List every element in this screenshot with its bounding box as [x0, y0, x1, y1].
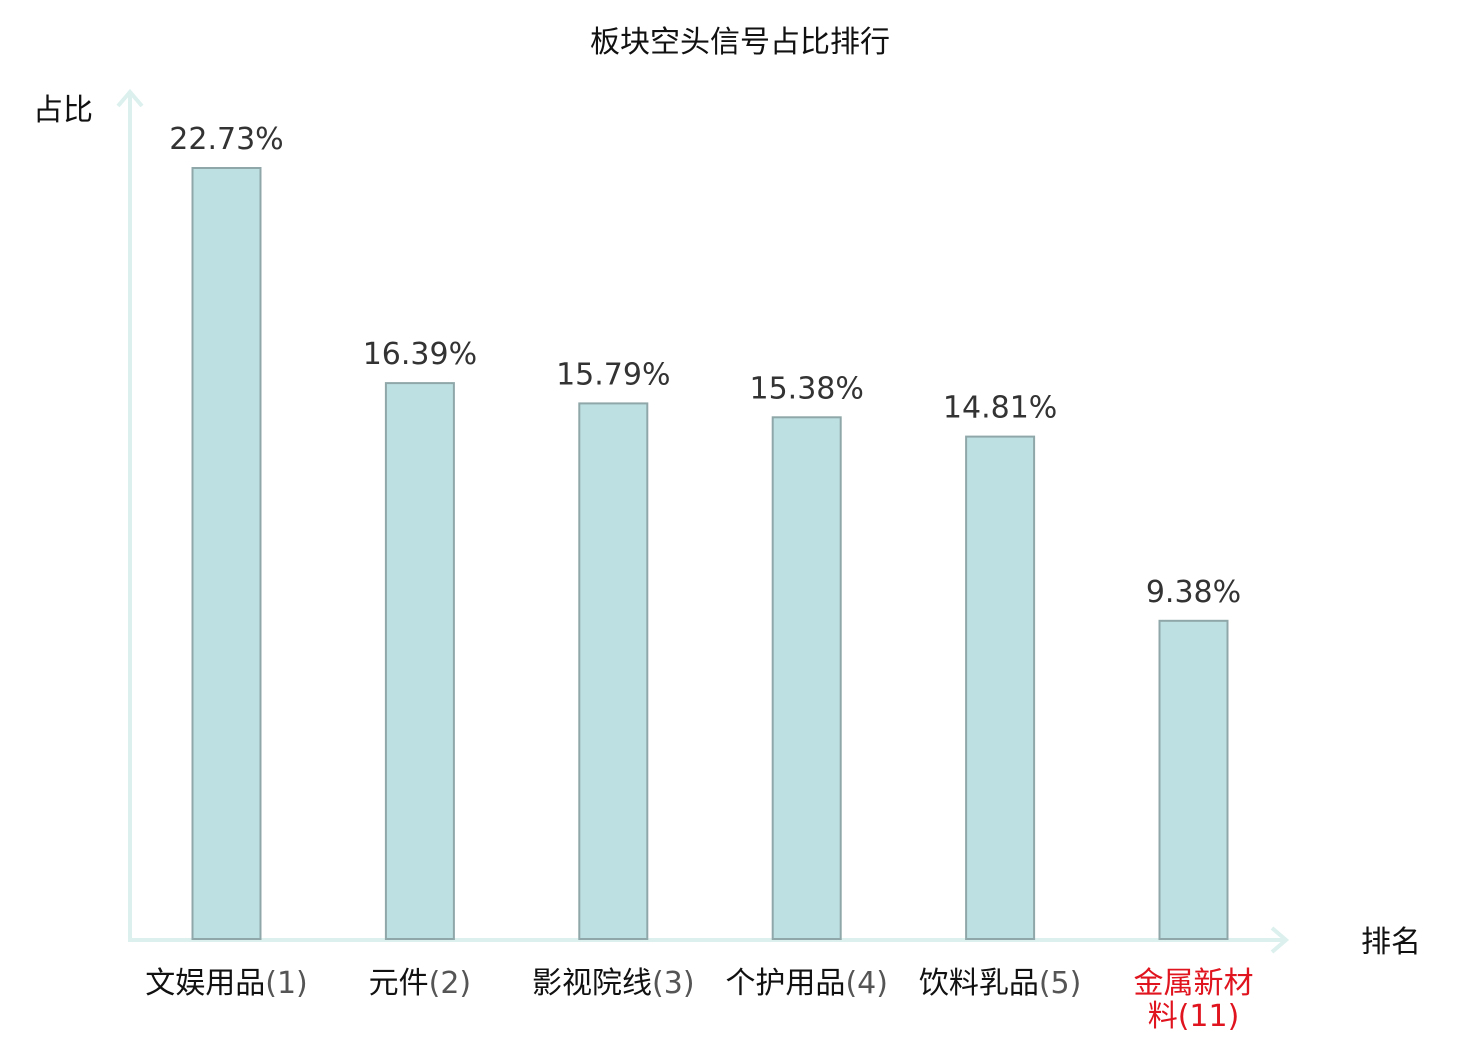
bar	[191, 167, 262, 940]
bar-value-label: 15.79%	[556, 357, 670, 392]
x-axis-arrow-icon	[1270, 926, 1290, 954]
y-axis-label: 占比	[33, 93, 93, 128]
x-tick-labels: 文娱用品(1) 元件(2) 影视院线(3) 个护用品(4) 饮料乳品(5) 金属新材料(1…	[145, 966, 1253, 1034]
x-tick-label: 金属新材料(11)	[1134, 966, 1254, 1034]
bar-value-label: 22.73%	[169, 122, 283, 157]
data-labels: 22.73% 16.39% 15.79% 15.38% 14.81% 9.38%	[169, 122, 1241, 610]
x-tick-name: 个护用品	[725, 966, 845, 1001]
x-tick-name: 影视院线	[532, 966, 652, 1001]
x-tick-rank: (1)	[265, 966, 308, 1001]
x-tick-rank: (5)	[1039, 966, 1082, 1001]
y-axis-arrow-icon	[116, 88, 144, 108]
bar	[384, 382, 455, 941]
x-tick-rank: (11)	[1178, 999, 1240, 1034]
bar	[771, 416, 842, 940]
x-tick-label: 个护用品(4)	[725, 966, 888, 1001]
bar-value-label: 15.38%	[750, 371, 864, 406]
x-tick-rank: (2)	[429, 966, 472, 1001]
x-tick-label: 元件(2)	[369, 966, 472, 1001]
x-tick-label: 影视院线(3)	[532, 966, 695, 1001]
x-tick-label: 文娱用品(1)	[145, 966, 308, 1001]
bar-value-label: 16.39%	[363, 337, 477, 372]
bar-value-label: 14.81%	[943, 391, 1057, 426]
x-tick-name: 文娱用品	[145, 966, 265, 1001]
y-axis: 占比	[33, 88, 144, 940]
bar	[965, 435, 1036, 940]
x-tick-rank: (4)	[845, 966, 888, 1001]
bar-series	[191, 167, 1229, 941]
chart-title: 板块空头信号占比排行	[590, 25, 890, 60]
x-tick-label: 饮料乳品(5)	[919, 966, 1082, 1001]
x-axis: 排名	[128, 925, 1421, 960]
bar	[1158, 619, 1229, 940]
x-tick-name: 饮料乳品	[919, 966, 1039, 1001]
x-tick-rank: (3)	[652, 966, 695, 1001]
x-axis-label: 排名	[1361, 925, 1421, 960]
bar	[578, 402, 649, 940]
bar-value-label: 9.38%	[1146, 575, 1241, 610]
x-tick-name: 元件	[369, 966, 429, 1001]
